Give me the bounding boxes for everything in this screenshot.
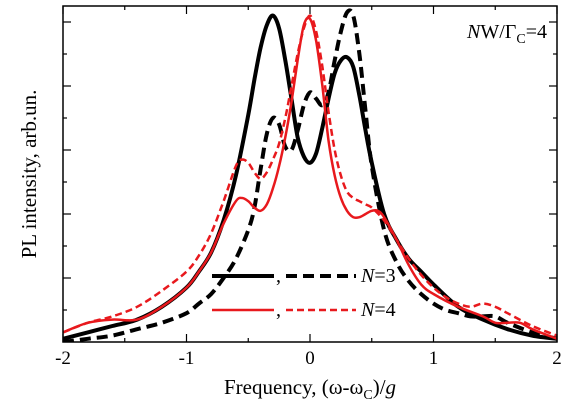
series-line-n4-dashed xyxy=(63,16,557,336)
legend-n4-label-value: =4 xyxy=(374,299,395,321)
legend-n3-label-value: =3 xyxy=(374,265,395,287)
x-axis-label-sub: C xyxy=(363,388,372,403)
series-layer xyxy=(63,10,557,342)
x-tick-label: 0 xyxy=(305,348,315,369)
annotation-tail: =4 xyxy=(526,21,547,43)
x-tick-label: 1 xyxy=(429,348,439,369)
plot-frame xyxy=(63,6,557,342)
y-axis-label: PL intensity, arb.un. xyxy=(17,90,41,259)
ticks-layer xyxy=(63,6,557,342)
series-line-n3-dashed xyxy=(63,10,557,342)
x-axis-label-tail: )/ xyxy=(373,375,386,399)
x-tick-label: 2 xyxy=(552,348,562,369)
annotation-sub: C xyxy=(516,32,525,47)
legend-n3-comma: , xyxy=(276,265,281,287)
annotation-main: W/Γ xyxy=(480,21,516,43)
annotation-text: NW/ΓC=4 xyxy=(466,21,547,47)
series-line-n4-solid xyxy=(63,18,557,339)
legend-n3-label: N=3 xyxy=(360,265,396,287)
series-line-n3-solid xyxy=(63,16,557,339)
legend: , N=3 , N=4 xyxy=(212,265,396,321)
x-axis-label-g: g xyxy=(386,375,397,399)
x-axis-label-main: Frequency, (ω-ω xyxy=(224,375,363,399)
x-axis-label: Frequency, (ω-ωC)/g xyxy=(224,375,396,403)
legend-n4-comma: , xyxy=(276,299,281,321)
x-tick-labels: -2 -1 0 1 2 xyxy=(55,348,562,369)
x-tick-label: -1 xyxy=(179,348,195,369)
x-tick-label: -2 xyxy=(55,348,71,369)
legend-n4-label: N=4 xyxy=(360,299,396,321)
